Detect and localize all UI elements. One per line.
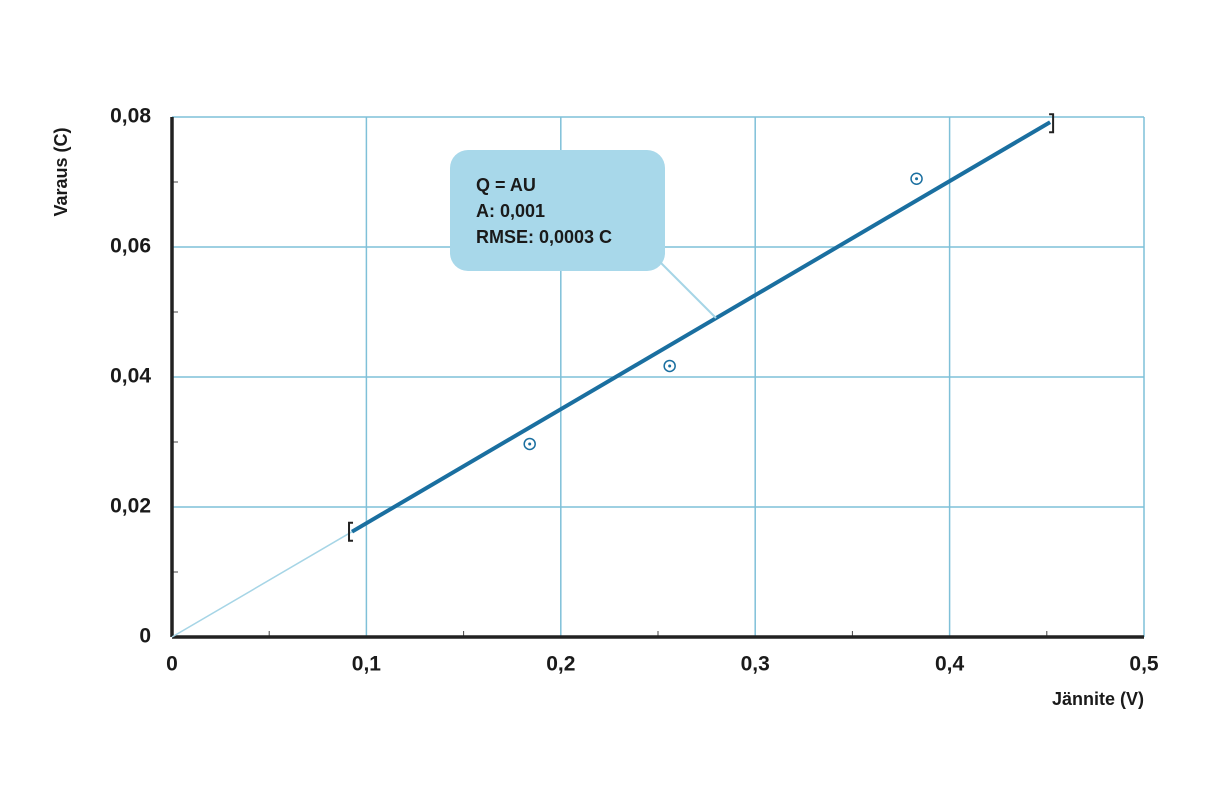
fit-range-end (1049, 113, 1055, 134)
extrapolation-line (171, 531, 353, 638)
data-point-center (915, 177, 919, 181)
y-tick-label: 0,02 (110, 495, 151, 518)
y-tick-label: 0,06 (110, 235, 151, 258)
annotation-text: A: 0,001 (476, 201, 545, 221)
data-point (663, 359, 676, 373)
data-point (523, 437, 536, 451)
annotation-box (450, 150, 665, 271)
x-tick-label: 0,3 (741, 653, 770, 676)
y-tick-label: 0 (139, 625, 151, 648)
x-tick-label: 0,2 (546, 653, 575, 676)
data-point-center (528, 442, 532, 446)
annotation-text: RMSE: 0,0003 C (476, 227, 612, 247)
x-tick-label: 0 (166, 653, 178, 676)
data-point (910, 172, 923, 185)
x-tick-label: 0,4 (935, 653, 965, 676)
fit-line (351, 120, 1052, 534)
x-axis-title: Jännite (V) (1052, 689, 1144, 709)
x-tick-label: 0,5 (1129, 653, 1159, 676)
y-tick-label: 0,08 (110, 105, 151, 128)
x-tick-label: 0,1 (352, 653, 382, 676)
y-tick-label: 0,04 (110, 365, 151, 388)
annotation-pointer (659, 261, 717, 319)
fit-range-start (348, 521, 354, 542)
y-axis-title: Varaus (C) (51, 127, 71, 216)
data-point-center (668, 364, 672, 368)
annotation-text: Q = AU (476, 175, 536, 195)
